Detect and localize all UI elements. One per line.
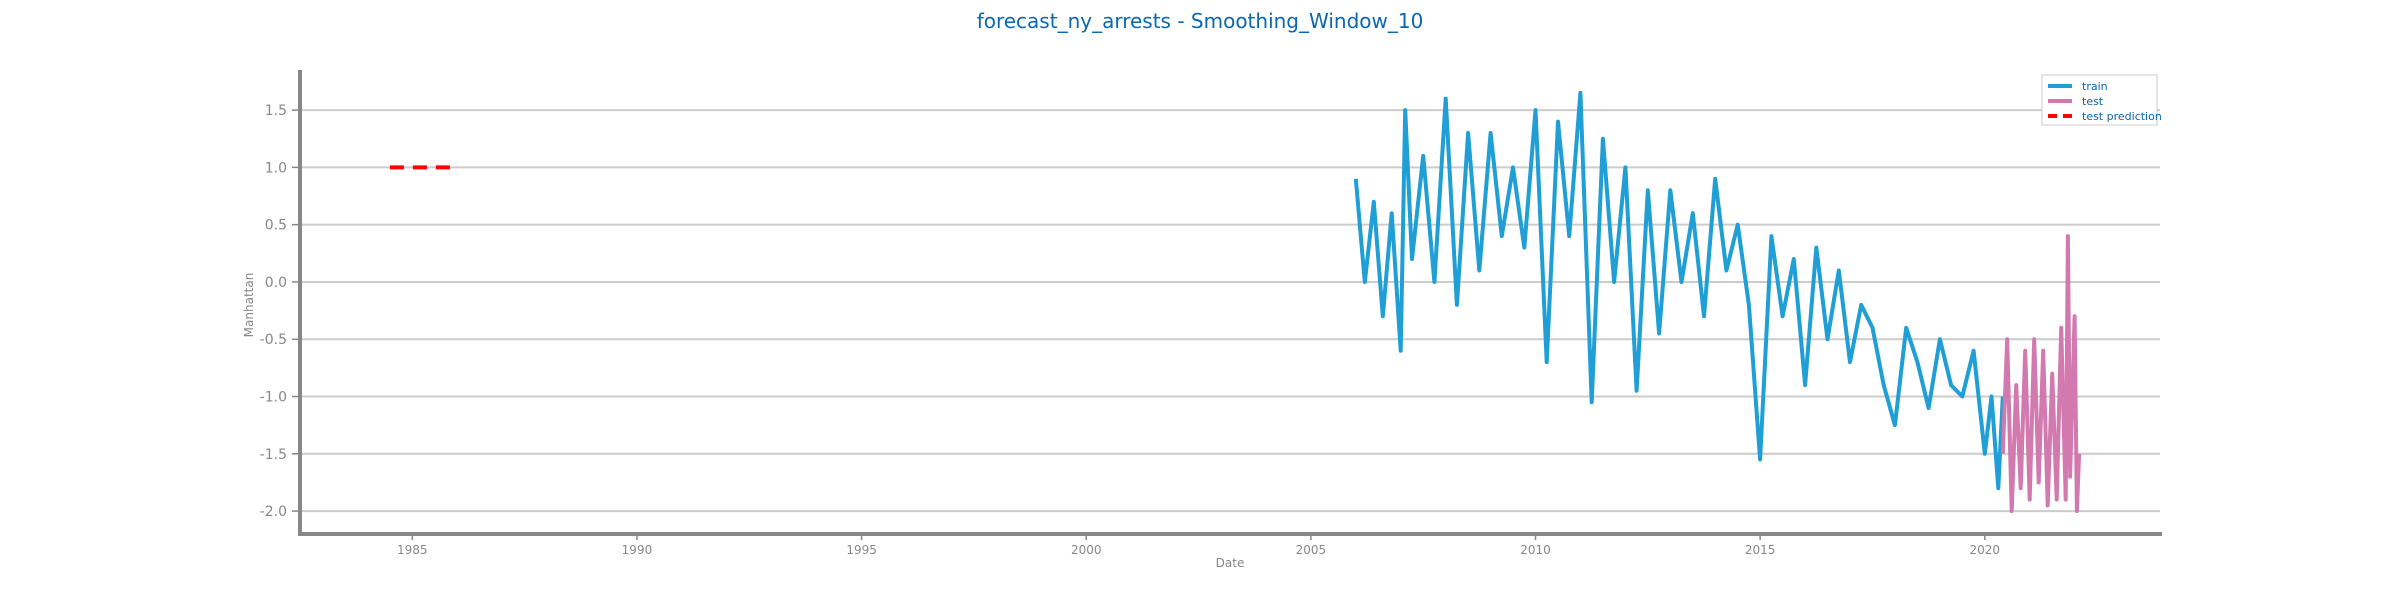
grid-lines (300, 109, 2160, 513)
x-tick-label: 2000 (1071, 543, 1102, 557)
series-line-test (2000, 234, 2082, 514)
x-tick-label: 2015 (1745, 543, 1776, 557)
x-tick-label: 1985 (397, 543, 428, 557)
x-tick-labels: 1985 1990 1995 2000 2005 2010 2015 2020 (397, 534, 2000, 557)
y-tick-label: -0.5 (260, 332, 287, 348)
legend: train test test prediction (2041, 74, 2162, 126)
chart-title: forecast_ny_arrests - Smoothing_Window_1… (977, 9, 1424, 33)
y-tick-label: -1.0 (260, 390, 287, 406)
x-tick-label: 2010 (1520, 543, 1551, 557)
series-line-train (1353, 90, 2005, 491)
y-tick-label: 1.5 (265, 103, 287, 119)
x-tick-label: 2020 (1970, 543, 2001, 557)
series-layer (389, 90, 2082, 514)
y-tick-label: 1.0 (265, 160, 287, 176)
y-tick-label: -2.0 (260, 504, 287, 520)
legend-label-train: train (2082, 80, 2108, 93)
x-tick-label: 2005 (1296, 543, 1327, 557)
y-tick-labels: -2.0 -1.5 -1.0 -0.5 0.0 0.5 1.0 1.5 (260, 103, 300, 520)
x-tick-label: 1990 (622, 543, 653, 557)
y-tick-label: 0.5 (265, 218, 287, 234)
y-tick-label: -1.5 (260, 447, 287, 463)
y-axis-label: Manhattan (242, 273, 256, 338)
legend-label-test-prediction: test prediction (2082, 110, 2162, 123)
x-tick-label: 1995 (846, 543, 877, 557)
y-tick-label: 0.0 (265, 275, 287, 291)
x-axis-label: Date (1216, 556, 1245, 570)
legend-label-test: test (2082, 95, 2104, 108)
